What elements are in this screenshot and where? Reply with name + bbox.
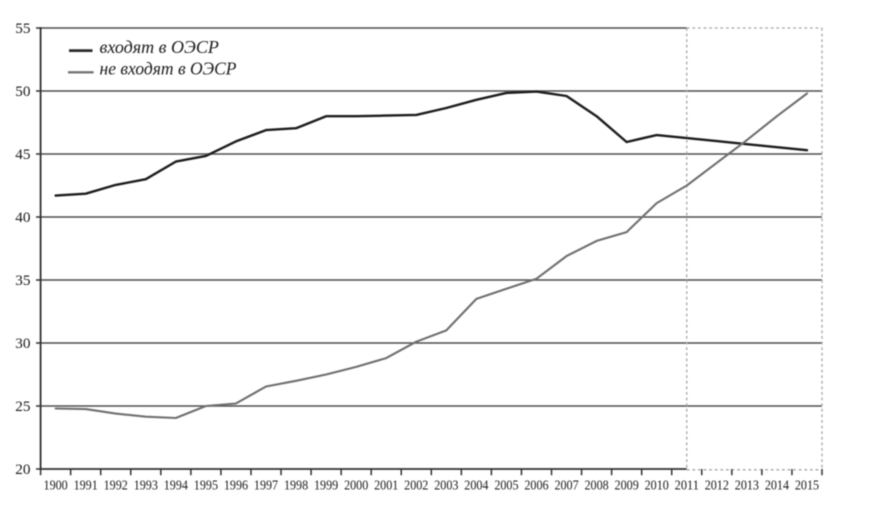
svg-text:2015: 2015 bbox=[795, 479, 819, 494]
svg-text:50: 50 bbox=[15, 84, 30, 100]
svg-text:2010: 2010 bbox=[645, 479, 669, 494]
svg-text:2014: 2014 bbox=[765, 479, 789, 494]
svg-text:2002: 2002 bbox=[404, 479, 428, 494]
svg-text:2004: 2004 bbox=[464, 479, 488, 494]
svg-text:35: 35 bbox=[15, 273, 30, 289]
svg-text:входят в ОЭСР: входят в ОЭСР bbox=[100, 37, 219, 57]
svg-text:2003: 2003 bbox=[434, 479, 458, 494]
svg-text:2008: 2008 bbox=[585, 479, 609, 494]
svg-text:55: 55 bbox=[15, 21, 30, 37]
svg-text:1900: 1900 bbox=[44, 479, 68, 494]
svg-text:2001: 2001 bbox=[374, 479, 398, 494]
svg-text:20: 20 bbox=[15, 462, 30, 478]
svg-text:1992: 1992 bbox=[104, 479, 128, 494]
svg-text:2005: 2005 bbox=[494, 479, 518, 494]
svg-text:1994: 1994 bbox=[164, 479, 188, 494]
svg-text:2011: 2011 bbox=[675, 479, 699, 494]
svg-text:1993: 1993 bbox=[134, 479, 158, 494]
svg-text:2013: 2013 bbox=[735, 479, 759, 494]
svg-text:40: 40 bbox=[15, 210, 30, 226]
svg-text:1996: 1996 bbox=[224, 479, 248, 494]
svg-text:2006: 2006 bbox=[524, 479, 548, 494]
svg-text:45: 45 bbox=[15, 147, 30, 163]
svg-text:1998: 1998 bbox=[284, 479, 308, 494]
svg-text:2000: 2000 bbox=[344, 479, 368, 494]
svg-text:2009: 2009 bbox=[615, 479, 639, 494]
svg-text:30: 30 bbox=[15, 336, 30, 352]
svg-text:25: 25 bbox=[15, 399, 30, 415]
svg-text:1991: 1991 bbox=[74, 479, 98, 494]
svg-text:1995: 1995 bbox=[194, 479, 218, 494]
svg-text:1997: 1997 bbox=[254, 479, 278, 494]
svg-text:не входят в ОЭСР: не входят в ОЭСР bbox=[100, 59, 237, 79]
svg-text:1999: 1999 bbox=[314, 479, 338, 494]
svg-text:2007: 2007 bbox=[554, 479, 578, 494]
svg-text:2012: 2012 bbox=[705, 479, 729, 494]
